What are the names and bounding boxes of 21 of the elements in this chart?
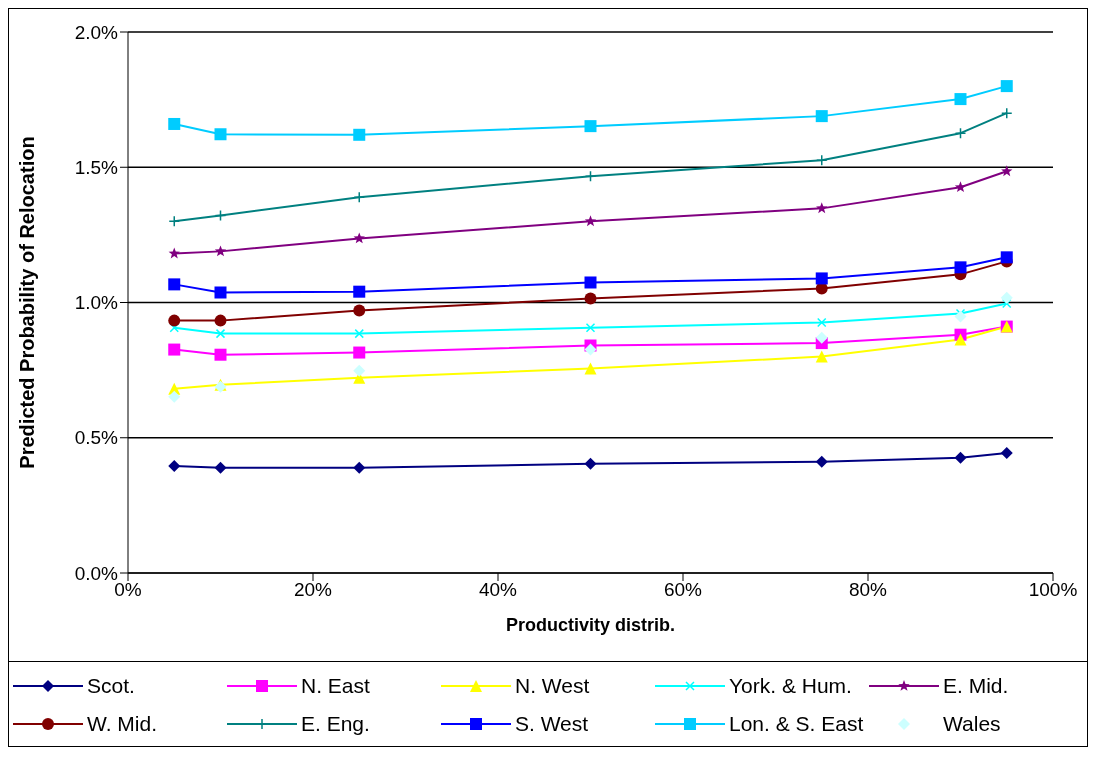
legend-label: N. West — [515, 674, 590, 698]
x-tick-label: 80% — [848, 579, 888, 601]
y-tick-label: 2.0% — [74, 21, 119, 43]
legend-label: Wales — [943, 712, 1001, 736]
legend-label: S. West — [515, 712, 589, 736]
y-axis-title: Predicted Probability of Relocation — [16, 136, 39, 469]
legend-label: Lon. & S. East — [729, 712, 864, 736]
x-axis-title: Productivity distrib. — [505, 615, 676, 635]
legend-label: N. East — [301, 674, 370, 698]
legend-label: E. Mid. — [943, 674, 1009, 698]
x-tick-label: 100% — [1028, 579, 1078, 601]
y-tick-label: 1.0% — [74, 292, 119, 314]
legend-label: W. Mid. — [87, 712, 158, 736]
x-tick-label: 20% — [293, 579, 333, 601]
legend-label: E. Eng. — [301, 712, 370, 736]
legend-label: Scot. — [87, 674, 135, 698]
x-tick-label: 40% — [478, 579, 518, 601]
y-tick-label: 1.5% — [74, 156, 119, 178]
x-tick-label: 60% — [663, 579, 703, 601]
y-tick-label: 0.5% — [74, 427, 119, 449]
legend-label: York. & Hum. — [729, 674, 852, 698]
